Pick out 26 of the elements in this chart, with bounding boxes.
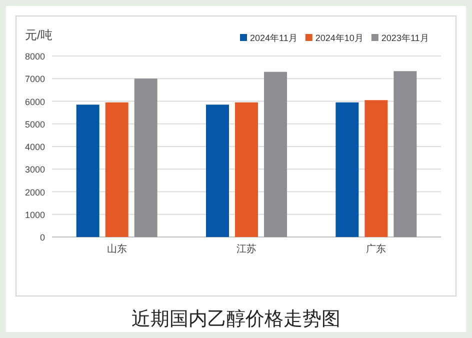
y-tick-label: 5000 bbox=[24, 119, 45, 130]
y-tick-label: 3000 bbox=[24, 164, 45, 175]
text: 近期国内乙醇价格走势图 bbox=[132, 309, 340, 330]
y-tick-label: 8000 bbox=[24, 52, 45, 62]
x-tick-label: 江苏 bbox=[236, 243, 256, 255]
legend-label: 2024年10月 bbox=[315, 33, 364, 43]
bar bbox=[105, 102, 128, 237]
y-tick-label: 0 bbox=[40, 232, 45, 242]
bar bbox=[336, 102, 359, 237]
bar bbox=[134, 78, 158, 237]
bar bbox=[235, 102, 258, 237]
x-tick-label: 广东 bbox=[366, 243, 386, 255]
bar bbox=[76, 104, 100, 237]
y-axis-title: 元/吨 bbox=[25, 28, 52, 42]
bar bbox=[264, 72, 287, 237]
legend-label: 2024年11月 bbox=[250, 33, 298, 43]
y-tick-label: 6000 bbox=[24, 96, 45, 107]
bar bbox=[364, 100, 388, 237]
y-tick-label: 2000 bbox=[24, 187, 45, 198]
bar bbox=[206, 104, 229, 237]
x-tick-label: 山东 bbox=[106, 243, 127, 255]
legend-label: 2023年11月 bbox=[381, 33, 429, 43]
bar bbox=[394, 71, 417, 237]
y-tick-label: 1000 bbox=[24, 210, 45, 220]
y-tick-label: 4000 bbox=[24, 142, 45, 152]
y-tick-label: 7000 bbox=[24, 74, 45, 84]
